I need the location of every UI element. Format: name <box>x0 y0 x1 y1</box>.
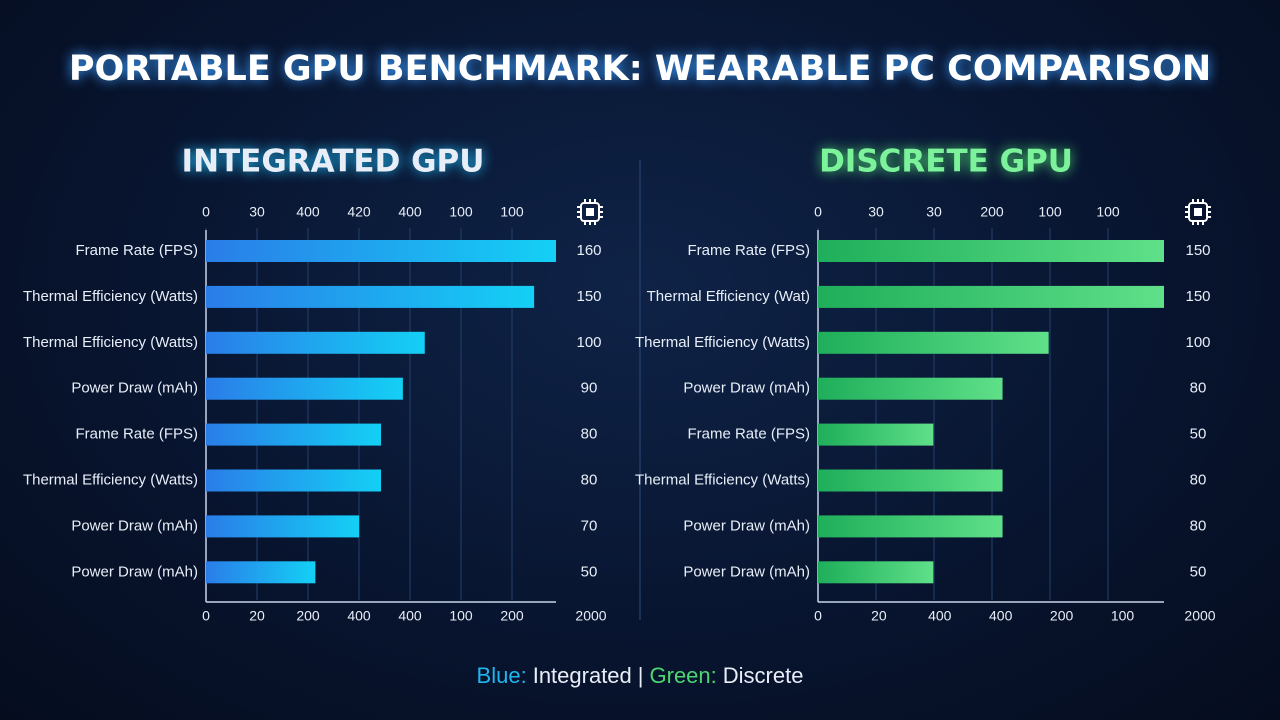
row-label: Thermal Efficiency (Watts) <box>635 334 810 351</box>
bar <box>206 561 316 584</box>
value-label: 90 <box>581 380 598 397</box>
bar <box>206 240 556 262</box>
row-label: Power Draw (mAh) <box>71 563 198 580</box>
top-axis-label: 100 <box>1096 204 1120 220</box>
chip-icon <box>576 198 604 226</box>
value-label: 80 <box>1190 380 1207 397</box>
value-label: 80 <box>1190 471 1207 488</box>
value-label: 80 <box>581 426 598 443</box>
chip-icon <box>1184 198 1212 226</box>
legend-text: Integrated <box>533 663 632 688</box>
bar <box>818 285 1164 308</box>
top-axis-label: 30 <box>926 204 942 220</box>
row-label: Frame Rate (FPS) <box>75 242 198 259</box>
value-label: 160 <box>576 242 601 259</box>
legend-key: Blue: <box>477 663 527 688</box>
bottom-axis-label: 400 <box>398 608 422 624</box>
value-label: 150 <box>1185 288 1210 305</box>
bottom-axis-label: 0 <box>814 608 822 624</box>
bottom-axis-label: 400 <box>989 608 1013 624</box>
value-label: 50 <box>1190 563 1207 580</box>
bar <box>206 469 381 492</box>
value-label: 50 <box>1190 426 1207 443</box>
top-axis-label: 30 <box>868 204 884 220</box>
legend: Blue: Integrated | Green: Discrete <box>477 663 804 688</box>
top-axis-label: 100 <box>449 204 473 220</box>
row-label: Thermal Efficiency (Wat) <box>647 288 810 305</box>
bottom-axis-label: 200 <box>1050 608 1074 624</box>
title: PORTABLE GPU BENCHMARK: WEARABLE PC COMP… <box>69 49 1211 89</box>
bar <box>206 515 360 538</box>
value-label: 150 <box>1185 242 1210 259</box>
bottom-axis-label: 20 <box>871 608 887 624</box>
bar <box>818 331 1049 354</box>
top-axis-label: 400 <box>398 204 422 220</box>
bar <box>206 331 425 354</box>
row-label: Power Draw (mAh) <box>683 380 810 397</box>
bar <box>206 423 381 446</box>
row-label: Thermal Efficiency (Watts) <box>635 471 810 488</box>
bar <box>818 469 1003 492</box>
row-label: Power Draw (mAh) <box>683 563 810 580</box>
bottom-axis-label: 20 <box>249 608 265 624</box>
top-axis-label: 100 <box>500 204 524 220</box>
bar <box>206 285 535 308</box>
row-label: Frame Rate (FPS) <box>75 426 198 443</box>
bottom-axis-label: 0 <box>202 608 210 624</box>
bottom-axis-label: 200 <box>500 608 524 624</box>
value-label: 100 <box>1185 334 1210 351</box>
value-label: 70 <box>581 517 598 534</box>
bar <box>818 240 1164 262</box>
value-label: 100 <box>576 334 601 351</box>
row-label: Power Draw (mAh) <box>71 517 198 534</box>
row-label: Frame Rate (FPS) <box>687 242 810 259</box>
top-axis-label: 400 <box>296 204 320 220</box>
bar <box>818 515 1003 538</box>
legend-separator: | <box>638 663 644 688</box>
bar <box>206 377 403 400</box>
top-axis-label: 0 <box>202 204 210 220</box>
panel-heading: DISCRETE GPU <box>819 144 1073 180</box>
bottom-axis-label: 2000 <box>575 608 606 624</box>
top-axis-label: 30 <box>249 204 265 220</box>
top-axis-label: 200 <box>980 204 1004 220</box>
value-label: 80 <box>1190 517 1207 534</box>
bottom-axis-label: 400 <box>928 608 952 624</box>
value-label: 150 <box>576 288 601 305</box>
bottom-axis-label: 200 <box>296 608 320 624</box>
row-label: Thermal Efficiency (Watts) <box>23 288 198 305</box>
bottom-axis-label: 100 <box>449 608 473 624</box>
bar <box>818 423 934 446</box>
row-label: Frame Rate (FPS) <box>687 426 810 443</box>
bar <box>818 561 934 584</box>
top-axis-label: 100 <box>1038 204 1062 220</box>
row-label: Thermal Efficiency (Watts) <box>23 334 198 351</box>
legend-text: Discrete <box>723 663 804 688</box>
value-label: 80 <box>581 471 598 488</box>
top-axis-label: 420 <box>347 204 371 220</box>
bar <box>818 377 1003 400</box>
value-label: 50 <box>581 563 598 580</box>
row-label: Thermal Efficiency (Watts) <box>23 471 198 488</box>
row-label: Power Draw (mAh) <box>683 517 810 534</box>
legend-key: Green: <box>650 663 717 688</box>
panel-heading: INTEGRATED GPU <box>182 144 485 180</box>
top-axis-label: 0 <box>814 204 822 220</box>
bottom-axis-label: 2000 <box>1184 608 1215 624</box>
bottom-axis-label: 400 <box>347 608 371 624</box>
bottom-axis-label: 100 <box>1111 608 1135 624</box>
row-label: Power Draw (mAh) <box>71 380 198 397</box>
